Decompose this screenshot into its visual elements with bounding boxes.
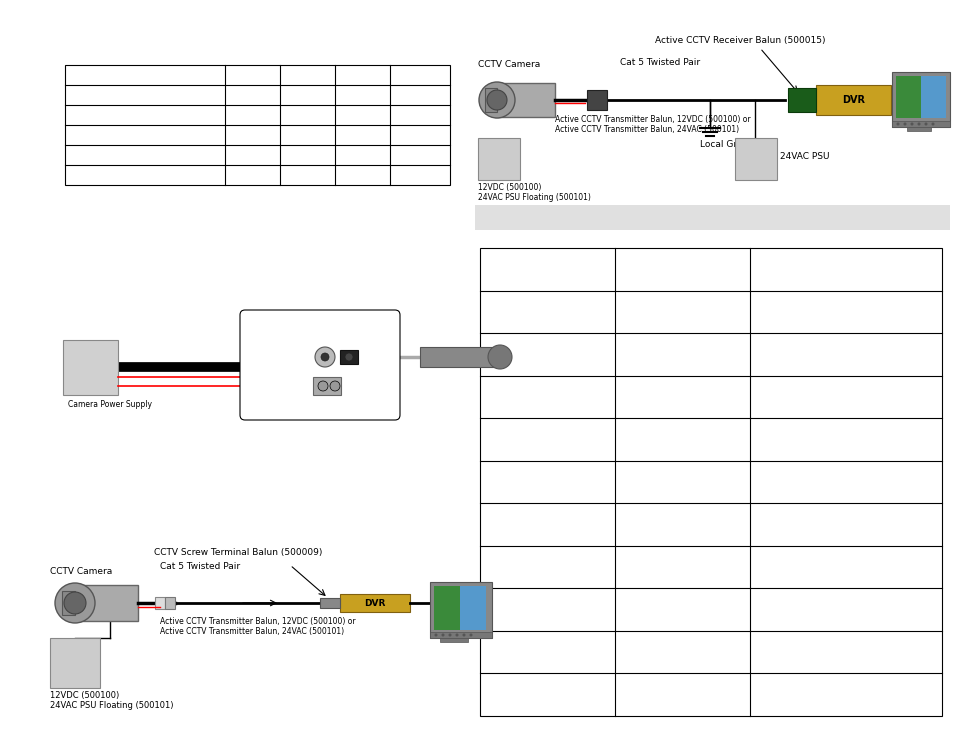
Bar	[339, 350, 357, 364]
Circle shape	[448, 633, 451, 636]
Text: DVR: DVR	[364, 599, 385, 607]
Circle shape	[469, 633, 472, 636]
Circle shape	[488, 345, 512, 369]
Bar	[439, 638, 468, 642]
Circle shape	[917, 123, 920, 125]
Bar	[815, 85, 890, 115]
Bar	[891, 72, 949, 127]
Text: Active CCTV Transmitter Balun, 12VDC (500100) or
Active CCTV Transmitter Balun, : Active CCTV Transmitter Balun, 12VDC (50…	[160, 617, 355, 636]
Text: Camera Power Supply: Camera Power Supply	[68, 400, 152, 409]
Bar	[495, 83, 555, 117]
Bar	[430, 632, 492, 638]
Circle shape	[55, 583, 95, 623]
Text: Active CCTV Receiver Balun (500015): Active CCTV Receiver Balun (500015)	[654, 36, 824, 45]
Bar	[586, 90, 606, 110]
Bar	[430, 582, 492, 638]
Circle shape	[320, 353, 329, 361]
Circle shape	[896, 123, 899, 125]
Bar	[479, 248, 941, 716]
Bar	[313, 377, 340, 395]
Text: 24VAC PSU: 24VAC PSU	[780, 152, 828, 161]
Bar	[484, 88, 497, 112]
Bar	[50, 638, 100, 688]
Bar	[587, 95, 596, 105]
Text: Pwr: Pwr	[253, 375, 269, 384]
Circle shape	[902, 123, 905, 125]
Text: CCTV Camera: CCTV Camera	[477, 60, 539, 69]
Circle shape	[64, 592, 86, 614]
Bar	[891, 121, 949, 127]
Circle shape	[434, 633, 437, 636]
Text: Cat 5 Twisted Pair: Cat 5 Twisted Pair	[160, 562, 240, 571]
Bar	[434, 586, 459, 630]
Bar	[475, 205, 949, 230]
Bar	[895, 76, 920, 118]
Text: Local Ground: Local Ground	[700, 140, 759, 149]
Bar	[339, 594, 410, 612]
Circle shape	[317, 381, 328, 391]
Bar	[165, 597, 174, 609]
Bar	[154, 597, 165, 609]
Circle shape	[345, 353, 353, 361]
Circle shape	[486, 90, 506, 110]
Circle shape	[314, 347, 335, 367]
Bar	[787, 88, 815, 112]
Text: 12VDC (500100)
24VAC PSU Floating (500101): 12VDC (500100) 24VAC PSU Floating (50010…	[50, 691, 173, 711]
Bar	[734, 138, 776, 180]
Text: Active CCTV Transmitter Balun, 12VDC (500100) or
Active CCTV Transmitter Balun, : Active CCTV Transmitter Balun, 12VDC (50…	[555, 115, 750, 134]
Bar	[73, 585, 138, 621]
Circle shape	[455, 633, 458, 636]
Bar	[65, 65, 450, 185]
Bar	[434, 586, 485, 630]
Text: 12VDC (500100)
24VAC PSU Floating (500101): 12VDC (500100) 24VAC PSU Floating (50010…	[477, 183, 590, 202]
Bar	[477, 138, 519, 180]
Circle shape	[930, 123, 934, 125]
Text: CCTV Camera: CCTV Camera	[50, 567, 112, 576]
Circle shape	[478, 82, 515, 118]
Text: DVR: DVR	[841, 95, 864, 105]
Bar	[419, 347, 499, 367]
Bar	[906, 127, 930, 131]
Bar	[895, 76, 945, 118]
Circle shape	[923, 123, 926, 125]
Circle shape	[330, 381, 339, 391]
Text: Video: Video	[253, 343, 278, 352]
Text: Cat 5 Twisted Pair: Cat 5 Twisted Pair	[619, 58, 700, 67]
Circle shape	[909, 123, 913, 125]
Circle shape	[462, 633, 465, 636]
Bar	[63, 340, 118, 395]
Text: Camera Rear View: Camera Rear View	[281, 320, 358, 329]
Circle shape	[441, 633, 444, 636]
Bar	[62, 591, 75, 615]
FancyBboxPatch shape	[240, 310, 399, 420]
Text: CCTV Screw Terminal Balun (500009): CCTV Screw Terminal Balun (500009)	[153, 548, 322, 557]
Bar	[319, 598, 339, 608]
